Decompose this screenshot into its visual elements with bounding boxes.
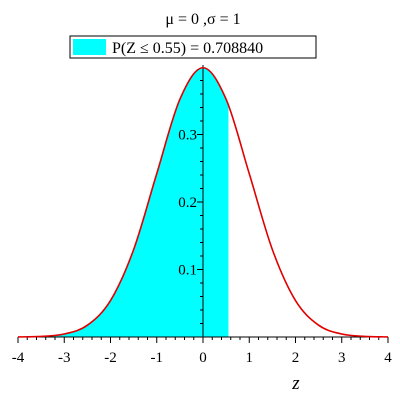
legend: P(Z ≤ 0.55) = 0.708840 [69, 35, 317, 59]
x-tick-label: -2 [104, 350, 117, 366]
x-tick-label: 4 [384, 350, 392, 366]
x-tick-label: 3 [338, 350, 346, 366]
axes: -4 -3 -2 -1 0 1 2 3 4 0.1 0.2 0.3 [12, 65, 392, 366]
x-tick-label: -3 [58, 350, 71, 366]
x-tick-label: -1 [151, 350, 164, 366]
density-curve [17, 66, 389, 338]
legend-label: P(Z ≤ 0.55) = 0.708840 [112, 40, 263, 57]
y-tick-label: 0.2 [178, 195, 197, 211]
x-axis-label: z [291, 373, 300, 394]
x-tick-label: 2 [292, 350, 300, 366]
y-tick-label: 0.3 [178, 128, 197, 144]
x-tick-label: 1 [246, 350, 254, 366]
legend-swatch [73, 39, 106, 55]
x-tick-label: -4 [12, 350, 25, 366]
x-tick-label: 0 [199, 350, 207, 366]
shaded-area [18, 67, 229, 337]
y-tick-label: 0.1 [178, 263, 197, 279]
chart-title: μ = 0 ,σ = 1 [165, 11, 240, 28]
legend-box [69, 35, 317, 59]
